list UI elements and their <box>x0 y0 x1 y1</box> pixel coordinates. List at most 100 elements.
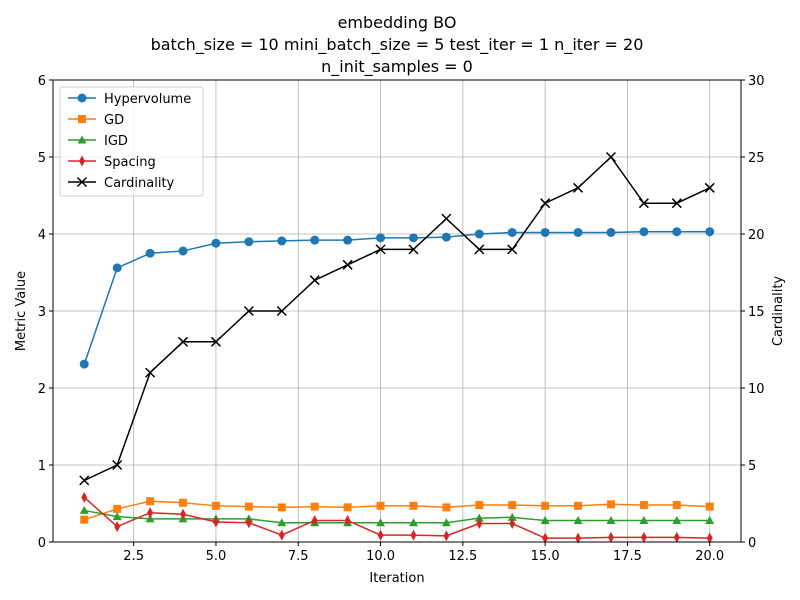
y2-tick-label: 5 <box>748 459 756 474</box>
grid-lines <box>53 79 741 543</box>
y2-tick-label: 30 <box>748 74 765 89</box>
spacing-point <box>640 531 647 543</box>
x-tick-label: 7.5 <box>288 549 309 564</box>
hypervolume-point <box>310 235 320 245</box>
spacing-point <box>114 521 121 533</box>
spacing-point <box>212 516 219 528</box>
legend-entry-cardinality: Cardinality <box>68 176 175 191</box>
igd-point <box>408 518 418 527</box>
hypervolume-point <box>606 227 616 237</box>
legend-box <box>59 86 204 197</box>
igd-point <box>705 515 715 524</box>
gd-point <box>244 502 253 511</box>
cardinality-point <box>177 336 189 347</box>
hypervolume-point <box>79 359 89 369</box>
hypervolume-point <box>705 227 715 237</box>
spacing-point <box>410 529 417 541</box>
spacing-point <box>245 517 252 529</box>
cardinality-point <box>112 459 123 471</box>
y2-tick-label: 20 <box>748 228 765 243</box>
legend-label: GD <box>104 113 124 128</box>
cardinality-point <box>243 305 254 317</box>
chart-title-line-2: batch_size = 10 mini_batch_size = 5 test… <box>151 35 644 55</box>
spacing-point <box>607 531 614 543</box>
hypervolume-point <box>474 229 484 239</box>
cardinality-point <box>342 259 353 270</box>
spacing-point <box>344 514 351 526</box>
gd-point <box>541 501 550 510</box>
cardinality-point <box>638 198 649 209</box>
igd-point <box>376 518 386 527</box>
chart-titles: embedding BO batch_size = 10 mini_batch_… <box>14 13 786 586</box>
hypervolume-point <box>376 233 386 243</box>
cardinality-point <box>507 244 518 255</box>
y-axis-label: Metric Value <box>14 271 29 351</box>
x-tick-label: 2.5 <box>123 549 144 564</box>
gd-point <box>409 501 418 510</box>
cardinality-point <box>704 182 715 193</box>
gd-point <box>146 497 155 506</box>
y-tick-label: 5 <box>38 151 46 166</box>
igd-point <box>540 515 550 524</box>
series-hypervolume <box>79 227 715 369</box>
spacing-point <box>542 532 549 544</box>
legend-marker <box>77 135 87 144</box>
tick-layer: 2.5 5.0 7.5 10.0 12.5 15.0 17.5 20.0 0 1 2 3 4 5 6 0 5 10… <box>38 74 765 564</box>
spacing-point <box>476 518 483 530</box>
igd-point <box>277 518 287 527</box>
y-tick-label: 0 <box>38 536 46 551</box>
hypervolume-point <box>507 227 517 237</box>
cardinality-point <box>408 244 419 255</box>
x-tick-label: 17.5 <box>613 549 642 564</box>
spacing-point <box>575 532 582 544</box>
spacing-point <box>147 507 154 519</box>
legend-marker <box>77 93 87 103</box>
legend-label: Cardinality <box>104 176 175 191</box>
legend-label: Hypervolume <box>104 92 191 107</box>
spacing-point <box>509 518 516 530</box>
gd-line <box>84 500 710 521</box>
chart-title-line-1: embedding BO <box>338 13 457 32</box>
legend-entry-spacing: Spacing <box>68 155 156 170</box>
hypervolume-point <box>211 238 221 248</box>
series-spacing <box>81 491 713 544</box>
cardinality-point <box>474 244 485 255</box>
x-axis-label: Iteration <box>369 571 424 586</box>
igd-line <box>84 509 710 524</box>
legend-marker <box>76 176 88 188</box>
igd-point <box>79 505 89 514</box>
x-tick-label: 5.0 <box>206 549 227 564</box>
gd-point <box>179 498 188 507</box>
hypervolume-point <box>573 227 583 237</box>
legend-label: IGD <box>104 134 128 149</box>
gd-point <box>508 501 517 510</box>
hypervolume-point <box>343 235 353 245</box>
igd-point <box>112 512 122 521</box>
y2-tick-label: 0 <box>748 536 756 551</box>
gd-point <box>376 501 385 510</box>
spacing-point <box>377 529 384 541</box>
series-layer <box>79 151 715 544</box>
cardinality-point <box>145 367 156 378</box>
y2-tick-label: 15 <box>748 305 765 320</box>
cardinality-point <box>375 244 386 255</box>
cardinality-point <box>671 198 682 209</box>
hypervolume-point <box>277 236 287 246</box>
gd-point <box>310 502 319 511</box>
gd-point <box>113 504 122 513</box>
spacing-line <box>83 496 710 539</box>
series-gd <box>80 497 714 524</box>
cardinality-point <box>210 336 221 347</box>
y-tick-label: 1 <box>38 459 46 474</box>
gd-point <box>211 501 220 510</box>
x-tick-label: 10.0 <box>366 549 395 564</box>
hypervolume-point <box>672 227 682 237</box>
hypervolume-point <box>112 263 122 273</box>
igd-point <box>672 515 682 524</box>
y-tick-label: 6 <box>38 74 46 89</box>
legend-entry-hypervolume: Hypervolume <box>68 92 191 107</box>
cardinality-point <box>573 182 584 193</box>
gd-point <box>442 503 451 512</box>
legend-marker <box>79 155 85 167</box>
